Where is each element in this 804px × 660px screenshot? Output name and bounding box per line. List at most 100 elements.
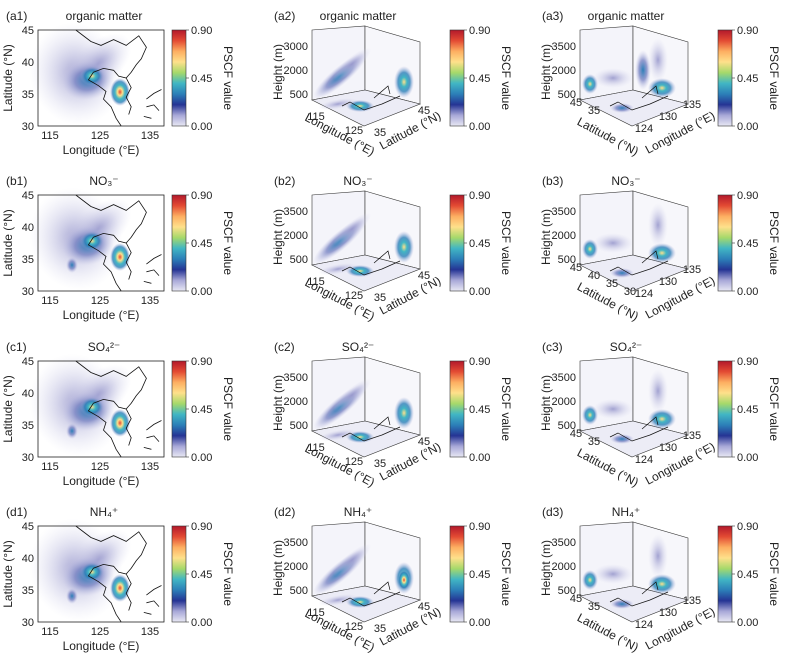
panel-(a3): (a3) organic matter 3500 2000 500 Height (m) 4… (539, 9, 781, 158)
z-tick-label: 2000 (552, 396, 576, 408)
pscf-blob (333, 378, 371, 412)
y-tick-label: 35 (374, 458, 386, 470)
colorbar-bar (449, 360, 465, 458)
colorbar-bar (449, 29, 465, 127)
colorbar-bar (717, 360, 733, 458)
coastline-3d (341, 85, 401, 111)
y-tick-label: 45 (570, 262, 582, 274)
z-tick-label: 2000 (552, 230, 576, 242)
coastline-3d (609, 85, 669, 111)
panel-id: (d3) (542, 505, 563, 519)
y-tick-label: 45 (22, 25, 34, 37)
z-tick-label: 2000 (552, 561, 576, 573)
colorbar-tick-label: 0.45 (469, 238, 490, 250)
colorbar-tick-label: 0.00 (737, 452, 758, 464)
y-tick-label: 35 (374, 292, 386, 304)
z-tick-label: 3500 (552, 537, 576, 549)
colorbar-tick-label: 0.90 (469, 521, 490, 533)
z-tick-label: 500 (558, 89, 576, 101)
colorbar-tick-label: 0.00 (191, 121, 212, 133)
coastline-3d (609, 416, 669, 442)
pscf-blob (66, 588, 78, 604)
pscf-blob (80, 562, 104, 582)
x-tick-label: 124 (635, 619, 653, 631)
y-tick-label: 35 (22, 254, 34, 266)
pscf-blob (80, 66, 104, 86)
colorbar-tick-label: 0.90 (191, 25, 212, 37)
colorbar-tick-label: 0.00 (469, 286, 490, 298)
coastline-3d (341, 250, 401, 276)
pscf-blob (394, 397, 414, 429)
colorbar-tick-label: 0.00 (469, 617, 490, 629)
panel-(a1): (a1) organic matter 45 40 35 30 115 125 135Longi… (1, 9, 235, 157)
x-tick-label: 124 (635, 454, 653, 466)
x-tick-label: 124 (635, 123, 653, 135)
panel-id: (a1) (6, 9, 27, 23)
z-tick-label: 500 (290, 420, 308, 432)
colorbar-tick-label: 0.90 (469, 356, 490, 368)
colorbar-tick-label: 0.45 (737, 73, 758, 85)
coastline-3d (609, 581, 669, 607)
colorbar-tick-label: 0.45 (737, 238, 758, 250)
map-frame (37, 194, 165, 292)
panel-title: organic matter (588, 9, 665, 23)
x-tick-label: 130 (659, 442, 677, 454)
y-tick-label: 35 (374, 623, 386, 635)
x-tick-label: 130 (659, 276, 677, 288)
z-tick-label: 500 (290, 585, 308, 597)
colorbar-tick-label: 0.90 (737, 190, 758, 202)
x-tick-label: 115 (41, 295, 59, 307)
colorbar-tick-label: 0.00 (737, 286, 758, 298)
x-axis-label: Longitude (°E) (63, 308, 140, 322)
y-tick-label: 35 (22, 420, 34, 432)
y-tick-label: 45 (418, 436, 430, 448)
colorbar: 0.90 0.45 0.00 PSCF value (449, 521, 513, 629)
y-tick-label: 35 (374, 127, 386, 139)
x-tick-label: 135 (141, 130, 159, 142)
y-axis-label: Latitude (°N) (1, 540, 15, 608)
z-tick-label: 2000 (284, 561, 308, 573)
panel-title: NH₄⁺ (344, 505, 373, 519)
y-tick-label: 40 (588, 270, 600, 282)
panel-title: SO₄²⁻ (342, 340, 375, 354)
pscf-blob (66, 257, 78, 273)
x-tick-label: 125 (345, 290, 363, 302)
colorbar-label: PSCF value (767, 211, 781, 275)
colorbar-tick-label: 0.45 (191, 569, 212, 581)
y-tick-label: 45 (22, 521, 34, 533)
colorbar: 0.90 0.45 0.00 PSCF value (717, 25, 781, 133)
x-tick-label: 115 (41, 130, 59, 142)
panel-id: (c3) (542, 340, 563, 354)
pscf-blob (593, 399, 633, 419)
pscf-blob (318, 97, 358, 111)
pscf-blob (648, 574, 676, 594)
panel-id: (c1) (6, 340, 27, 354)
z-tick-label: 3500 (284, 537, 308, 549)
z-tick-label: 3500 (284, 206, 308, 218)
colorbar-tick-label: 0.45 (191, 404, 212, 416)
y-tick-label: 45 (418, 601, 430, 613)
colorbar-bar (717, 525, 733, 623)
x-tick-label: 135 (141, 461, 159, 473)
coastline (75, 525, 162, 623)
colorbar-tick-label: 0.45 (737, 569, 758, 581)
z-tick-label: 3500 (284, 372, 308, 384)
coastline-3d (609, 250, 669, 276)
y-tick-label: 45 (570, 593, 582, 605)
x-axis-label: Longitude (°E) (63, 143, 140, 157)
colorbar: 0.90 0.45 0.00 PSCF value (449, 356, 513, 464)
y-axis-label: Latitude (°N) (1, 44, 15, 112)
colorbar-label: PSCF value (221, 46, 235, 110)
z-tick-label: 2000 (284, 230, 308, 242)
pscf-blob (593, 68, 633, 88)
z-tick-label: 500 (558, 585, 576, 597)
colorbar-tick-label: 0.00 (191, 286, 212, 298)
x-tick-label: 125 (91, 626, 109, 638)
pscf-blob (610, 268, 634, 278)
colorbar-label: PSCF value (221, 542, 235, 606)
y-tick-label: 35 (606, 278, 618, 290)
colorbar: 0.90 0.45 0.00 PSCF value (449, 190, 513, 298)
x-tick-label: 125 (345, 125, 363, 137)
